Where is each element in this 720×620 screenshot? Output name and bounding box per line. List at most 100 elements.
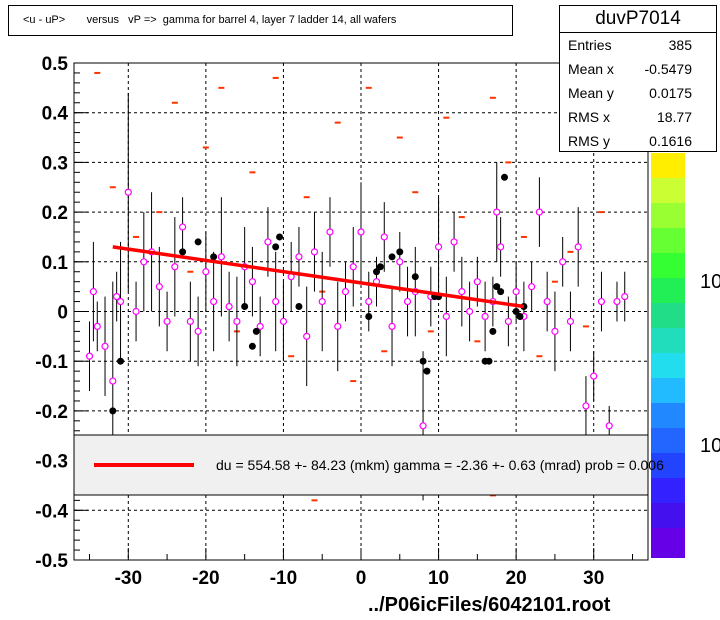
profile-marker xyxy=(132,307,140,316)
data-marks xyxy=(85,71,629,502)
profile-marker xyxy=(396,258,404,266)
profile-marker xyxy=(303,332,311,340)
black-point xyxy=(423,367,431,375)
profile-marker xyxy=(85,352,94,360)
profile-marker xyxy=(388,322,396,331)
profile-marker xyxy=(264,238,272,246)
fit-line xyxy=(112,245,525,309)
stats-value: 18.77 xyxy=(656,109,692,125)
black-point xyxy=(252,327,260,335)
profile-marker xyxy=(194,327,202,335)
stats-box: duvP7014 Entries 385 Mean x -0.5479 Mean… xyxy=(559,5,717,152)
black-point xyxy=(411,273,419,281)
y-tick-label: -0.2 xyxy=(35,402,68,423)
black-point xyxy=(489,327,497,335)
profile-marker xyxy=(233,317,241,326)
black-point xyxy=(365,312,373,320)
profile-marker xyxy=(458,288,466,296)
y-tick-label: 0.5 xyxy=(42,54,69,75)
black-point xyxy=(485,357,493,365)
black-point xyxy=(241,303,249,311)
stats-row-entries: Entries 385 xyxy=(560,33,716,57)
profile-marker xyxy=(171,263,179,271)
profile-marker xyxy=(202,268,210,276)
profile-marker xyxy=(295,253,303,261)
profile-marker xyxy=(341,288,350,296)
legend-text: du = 554.58 +- 84.23 (mkm) gamma = -2.36… xyxy=(216,457,664,473)
profile-marker xyxy=(559,258,567,266)
profile-marker xyxy=(210,297,218,306)
profile-marker xyxy=(163,317,171,326)
stats-label: Mean y xyxy=(568,85,614,101)
profile-marker xyxy=(419,422,427,430)
profile-marker xyxy=(357,228,365,236)
profile-marker xyxy=(535,208,544,216)
stats-label: Mean x xyxy=(568,61,614,77)
file-name-footer: ../P06icFiles/6042101.root xyxy=(368,594,611,616)
profile-marker xyxy=(380,233,388,241)
black-point xyxy=(109,407,117,415)
profile-marker xyxy=(473,278,481,286)
y-tick-label: 0.3 xyxy=(42,153,68,174)
stats-row-rms-y: RMS y 0.1616 xyxy=(560,129,716,153)
profile-marker xyxy=(256,322,264,331)
profile-marker xyxy=(613,297,621,306)
profile-marker xyxy=(493,208,501,216)
profile-marker xyxy=(442,312,450,321)
profile-marker xyxy=(248,278,257,286)
chart-title: <u - uP> versus vP => gamma for barrel 4… xyxy=(8,5,513,36)
profile-marker xyxy=(186,317,194,326)
stats-label: RMS x xyxy=(568,109,610,125)
y-tick-label: -0.4 xyxy=(35,501,68,522)
black-point xyxy=(512,308,520,315)
stats-value: 385 xyxy=(668,37,692,53)
profile-marker xyxy=(124,188,132,196)
stats-value: 0.1616 xyxy=(649,133,692,149)
black-point xyxy=(179,248,187,256)
x-tick-label: -30 xyxy=(115,568,142,589)
stats-value: 0.0175 xyxy=(649,85,692,101)
profile-marker xyxy=(465,307,474,316)
y-tick-label: 0.2 xyxy=(42,203,68,224)
profile-marker xyxy=(551,327,559,335)
stats-title: duvP7014 xyxy=(560,6,716,33)
y-tick-label: -0.3 xyxy=(35,452,68,473)
y-tick-label: 0.1 xyxy=(42,253,69,274)
profile-marker xyxy=(543,297,551,306)
profile-marker xyxy=(326,228,334,236)
black-point xyxy=(493,283,501,291)
y-tick-label: -0.5 xyxy=(35,551,68,572)
profile-marker xyxy=(597,297,606,306)
profile-marker xyxy=(217,253,225,261)
profile-marker xyxy=(481,312,489,321)
profile-marker xyxy=(504,317,512,326)
profile-marker xyxy=(512,288,520,296)
palette-label-upper: 10 xyxy=(700,271,720,293)
profile-marker xyxy=(89,288,97,296)
profile-marker xyxy=(310,248,319,256)
stats-row-rms-x: RMS x 18.77 xyxy=(560,105,716,129)
x-tick-label: 20 xyxy=(506,568,527,589)
x-tick-label: -10 xyxy=(270,568,297,589)
y-tick-label: 0.4 xyxy=(42,104,69,125)
profile-marker xyxy=(334,322,342,331)
x-tick-label: -20 xyxy=(192,568,219,589)
stats-row-mean-y: Mean y 0.0175 xyxy=(560,81,716,105)
profile-marker xyxy=(93,322,101,331)
black-point xyxy=(501,173,508,181)
color-palette xyxy=(651,153,685,558)
black-point xyxy=(373,268,381,276)
x-tick-label: 30 xyxy=(583,568,604,589)
black-point xyxy=(388,253,396,261)
profile-marker xyxy=(403,297,412,306)
palette-label-lower: 10 xyxy=(700,435,720,457)
black-point xyxy=(376,263,384,271)
stats-label: Entries xyxy=(568,37,612,53)
profile-marker xyxy=(279,317,288,326)
y-tick-label: 0 xyxy=(57,303,68,324)
profile-marker xyxy=(318,297,326,306)
black-point xyxy=(117,357,125,365)
black-point xyxy=(516,312,524,320)
black-point xyxy=(396,248,404,256)
